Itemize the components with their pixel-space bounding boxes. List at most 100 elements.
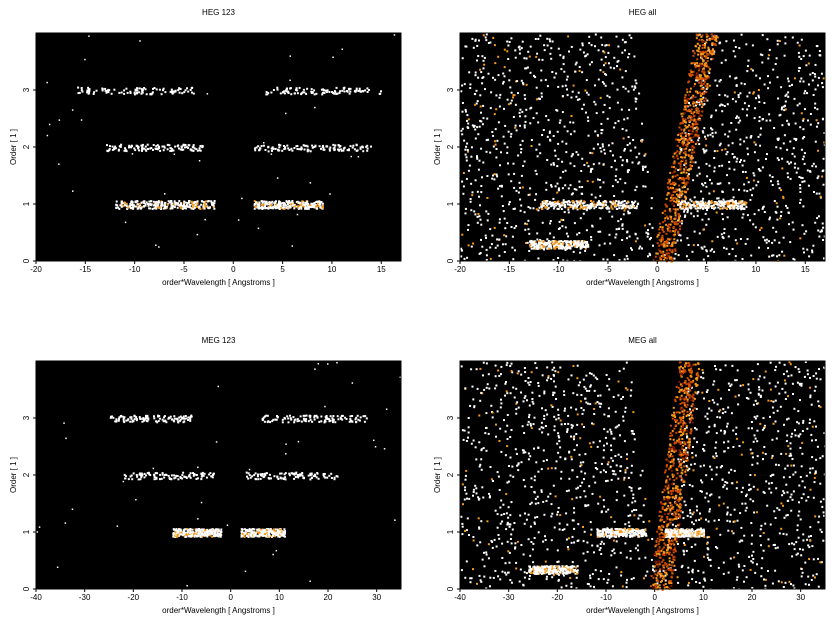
heatmap-cell <box>647 229 649 232</box>
heatmap-cell <box>575 61 578 64</box>
heatmap-cell <box>693 151 696 154</box>
heatmap-cell <box>298 207 301 209</box>
heatmap-cell <box>626 171 629 174</box>
heatmap-cell <box>699 200 702 203</box>
heatmap-cell <box>317 205 320 208</box>
heatmap-cell <box>688 149 691 152</box>
heatmap-cell <box>299 205 302 208</box>
heatmap-cell <box>142 419 145 422</box>
heatmap-cell <box>508 69 511 72</box>
heatmap-cell <box>555 241 557 244</box>
heatmap-cell <box>476 100 479 103</box>
heatmap-cell <box>702 59 705 62</box>
heatmap-cell <box>274 535 277 538</box>
heatmap-cell <box>309 580 311 582</box>
heatmap-cell <box>251 534 254 537</box>
heatmap-cell <box>634 146 637 149</box>
heatmap-cell <box>775 230 778 233</box>
heatmap-cell <box>583 164 586 166</box>
heatmap-cell <box>140 201 143 204</box>
heatmap-cell <box>562 246 564 249</box>
heatmap-cell <box>731 153 734 155</box>
heatmap-cell <box>556 246 559 249</box>
heatmap-cell <box>584 247 587 250</box>
heatmap-cell <box>141 148 144 151</box>
heatmap-cell <box>796 41 799 44</box>
heatmap-cell <box>597 143 599 146</box>
heatmap-cell <box>646 235 649 238</box>
heatmap-cell <box>672 186 674 189</box>
heatmap-cell <box>293 207 296 210</box>
heatmap-cell <box>696 42 699 45</box>
heatmap-cell <box>662 255 665 258</box>
heatmap-cell <box>268 529 271 532</box>
heatmap-cell <box>688 155 691 158</box>
heatmap-cell <box>711 248 714 251</box>
heatmap-cell <box>743 207 746 210</box>
heatmap-cell <box>634 86 637 89</box>
heatmap-cell <box>690 118 693 121</box>
heatmap-cell <box>178 200 181 202</box>
heatmap-cell <box>192 92 195 95</box>
heatmap-cell <box>607 207 610 210</box>
heatmap-cell <box>293 92 296 95</box>
heatmap-cell <box>173 90 175 93</box>
heatmap-cell <box>182 532 185 535</box>
heatmap-cell <box>727 144 730 147</box>
heatmap-cell <box>688 80 691 83</box>
heatmap-cell <box>802 80 805 83</box>
heatmap-cell <box>769 216 771 219</box>
heatmap-cell <box>124 221 127 224</box>
heatmap-cell <box>666 244 669 247</box>
heatmap-cell <box>192 207 195 210</box>
heatmap-cell <box>677 138 680 141</box>
heatmap-cell <box>291 204 294 207</box>
y-tick-label: 0 <box>446 258 455 263</box>
heatmap-cell <box>739 207 742 210</box>
heatmap-cell <box>196 149 199 152</box>
heatmap-cell <box>576 98 579 101</box>
heatmap-cell <box>311 146 314 149</box>
heatmap-cell <box>703 100 706 102</box>
heatmap-cell <box>152 204 155 207</box>
heatmap-cell <box>313 473 316 476</box>
heatmap-cell <box>537 257 540 260</box>
heatmap-cell <box>154 205 157 208</box>
heatmap-cell <box>586 241 589 243</box>
heatmap-cell <box>316 472 319 474</box>
heatmap-cell <box>702 148 705 151</box>
heatmap-cell <box>164 473 167 476</box>
heatmap-cell <box>560 208 563 210</box>
heatmap-cell <box>214 533 217 536</box>
heatmap-cell <box>698 74 701 77</box>
heatmap-cell <box>674 196 677 199</box>
heatmap-cell <box>713 207 716 210</box>
heatmap-cell <box>118 416 121 419</box>
heatmap-cell <box>174 476 177 479</box>
heatmap-cell <box>658 228 661 231</box>
heatmap-cell <box>670 258 673 261</box>
heatmap-cell <box>818 50 821 52</box>
heatmap-cell <box>685 177 688 180</box>
heatmap-cell <box>688 98 691 100</box>
heatmap-cell <box>182 144 185 147</box>
heatmap-cell <box>313 93 316 96</box>
heatmap-cell <box>628 212 631 215</box>
heatmap-cell <box>554 154 557 157</box>
heatmap-cell <box>820 229 823 232</box>
heatmap-cell <box>682 171 685 174</box>
heatmap-cell <box>812 94 815 96</box>
heatmap-cell <box>711 201 713 204</box>
heatmap-cell <box>258 203 261 206</box>
heatmap-cell <box>698 204 701 207</box>
heatmap-cell <box>124 204 127 207</box>
heatmap-cell <box>723 246 726 249</box>
heatmap-cell <box>703 64 706 67</box>
heatmap-cell <box>677 231 680 234</box>
heatmap-cell <box>589 170 592 173</box>
heatmap-cell <box>817 84 819 87</box>
heatmap-cell <box>237 219 240 221</box>
heatmap-cell <box>140 144 143 147</box>
heatmap-cell <box>709 249 712 252</box>
heatmap-cell <box>355 87 358 90</box>
